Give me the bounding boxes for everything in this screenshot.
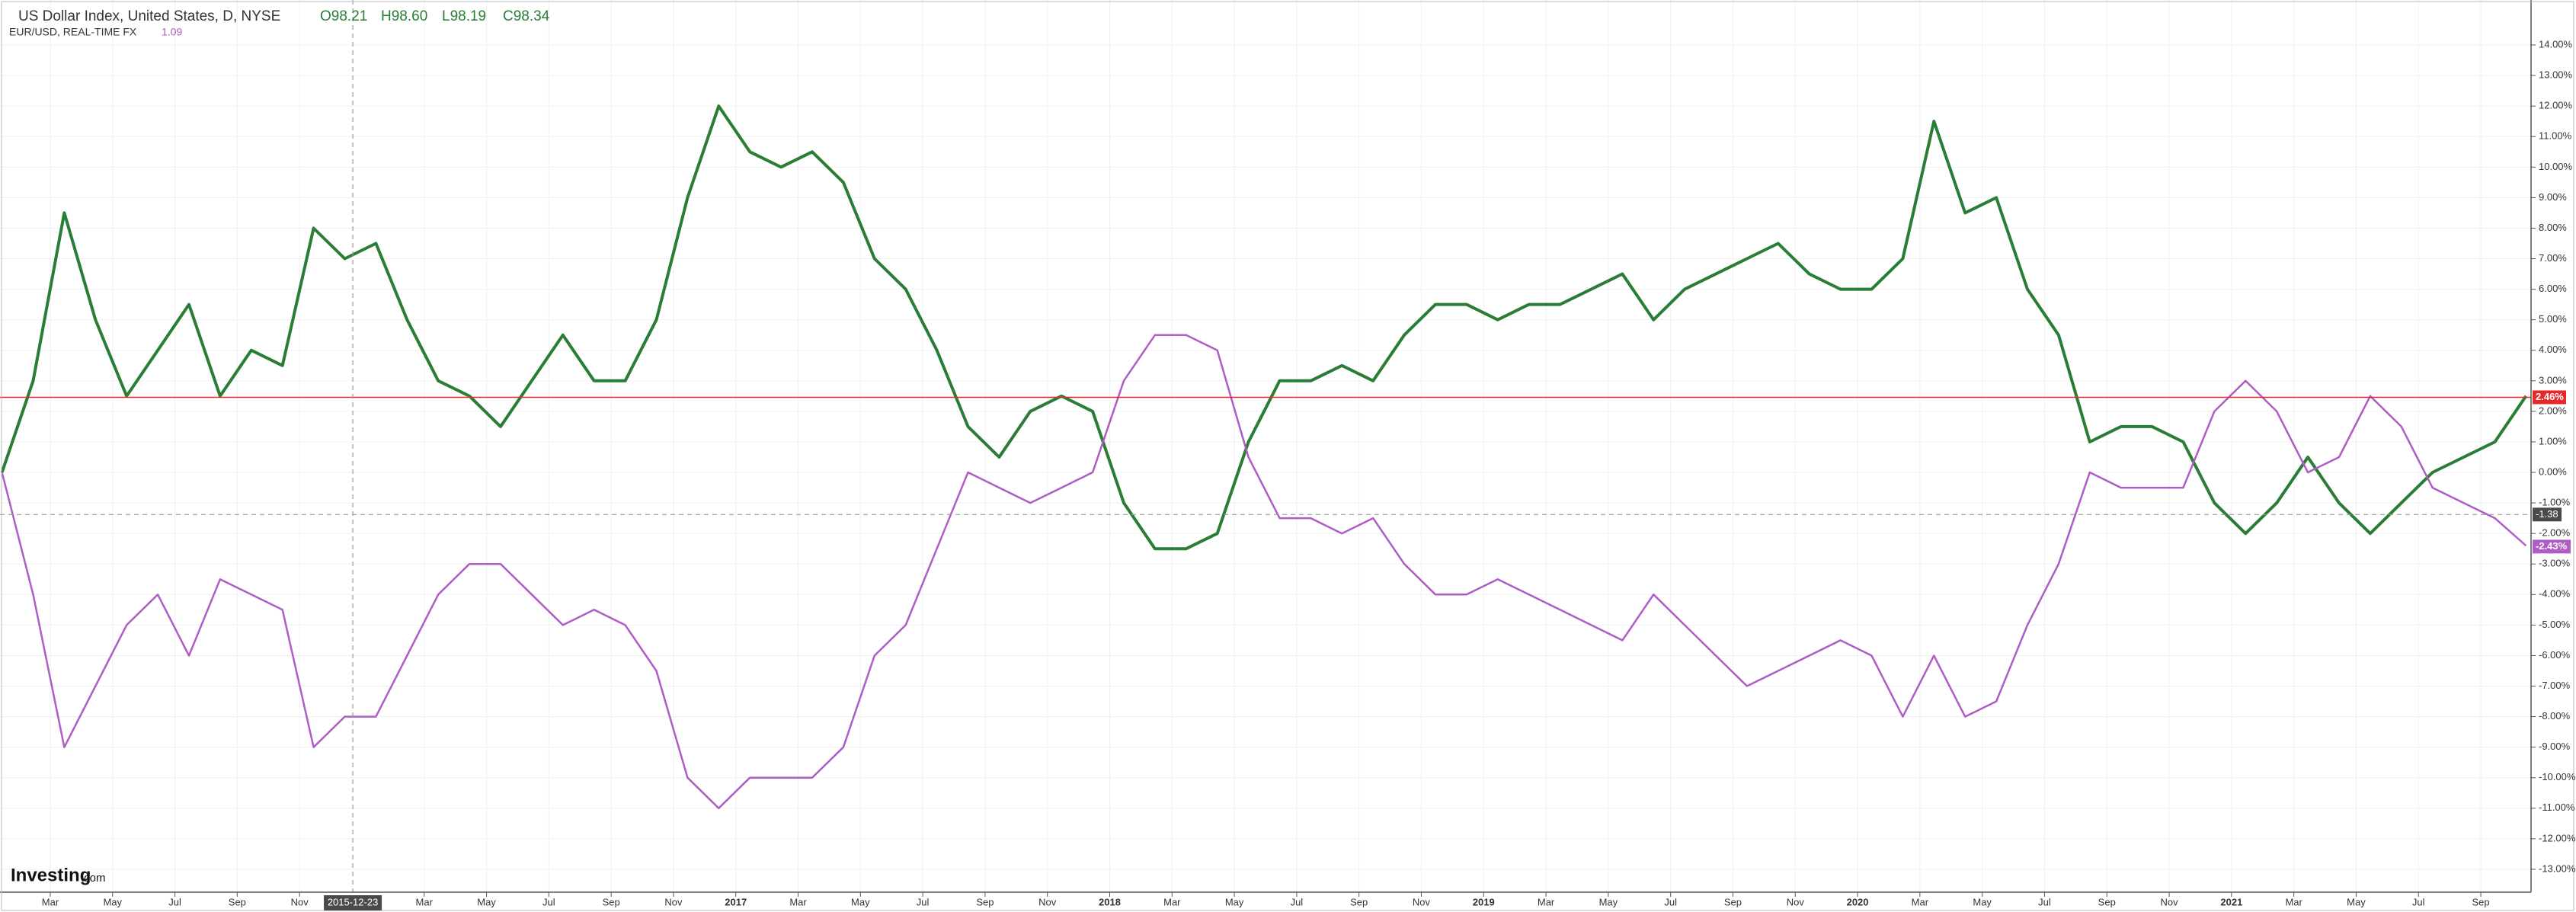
crosshair-x-box bbox=[324, 895, 382, 910]
ohlc-low: L98.19 bbox=[442, 8, 486, 24]
ohlc-high: H98.60 bbox=[381, 8, 427, 24]
logo-suffix: .com bbox=[81, 872, 106, 885]
y-tick-label: 11.00% bbox=[2539, 130, 2572, 142]
y-tick-label: 2.00% bbox=[2539, 405, 2567, 416]
x-tick-label: Mar bbox=[42, 896, 59, 907]
y-tick-label: -4.00% bbox=[2539, 588, 2571, 600]
x-tick-label: Sep bbox=[2472, 896, 2489, 907]
y-tick-label: -1.00% bbox=[2539, 497, 2571, 508]
price-label: 2.46% bbox=[2536, 391, 2564, 402]
compare-value: 1.09 bbox=[162, 26, 182, 38]
y-tick-label: -12.00% bbox=[2539, 832, 2576, 843]
x-tick-label: 2019 bbox=[1473, 896, 1495, 907]
y-tick-label: -6.00% bbox=[2539, 649, 2571, 661]
x-tick-label: 2017 bbox=[725, 896, 747, 907]
y-tick-label: -3.00% bbox=[2539, 558, 2571, 569]
y-tick-label: 5.00% bbox=[2539, 313, 2567, 325]
x-tick-label: Jul bbox=[1664, 896, 1677, 907]
y-tick-label: -7.00% bbox=[2539, 680, 2571, 691]
x-tick-label: Nov bbox=[1787, 896, 1805, 907]
y-tick-label: 12.00% bbox=[2539, 100, 2573, 111]
chart-title: US Dollar Index, United States, D, NYSE bbox=[18, 8, 280, 24]
x-tick-label: 2021 bbox=[2220, 896, 2242, 907]
x-tick-label: 2018 bbox=[1099, 896, 1121, 907]
ohlc-open: O98.21 bbox=[320, 8, 367, 24]
price-label-box bbox=[2533, 390, 2566, 405]
logo: Investing bbox=[11, 865, 91, 885]
x-tick-label: Mar bbox=[1538, 896, 1555, 907]
grid-layer bbox=[0, 0, 2536, 897]
x-tick-label: May bbox=[1973, 896, 1992, 907]
crosshair-y-box bbox=[2533, 507, 2562, 522]
y-tick-label: 0.00% bbox=[2539, 466, 2567, 477]
ohlc-close: C98.34 bbox=[503, 8, 550, 24]
crosshair-x-label: 2015-12-23 bbox=[328, 896, 379, 907]
y-tick-label: 1.00% bbox=[2539, 435, 2567, 446]
crosshair-y-label: -1.38 bbox=[2536, 508, 2558, 520]
x-tick-label: Mar bbox=[1163, 896, 1181, 907]
x-tick-label: Nov bbox=[664, 896, 683, 907]
y-tick-label: 9.00% bbox=[2539, 191, 2567, 203]
x-tick-label: Nov bbox=[2160, 896, 2178, 907]
y-tick-label: -9.00% bbox=[2539, 741, 2571, 752]
x-tick-label: Nov bbox=[1038, 896, 1057, 907]
x-tick-label: Sep bbox=[229, 896, 246, 907]
y-tick-label: -13.00% bbox=[2539, 862, 2576, 874]
y-tick-label: -5.00% bbox=[2539, 619, 2571, 630]
x-tick-label: Nov bbox=[291, 896, 309, 907]
x-tick-label: May bbox=[1225, 896, 1244, 907]
compare-label: EUR/USD, REAL-TIME FX bbox=[9, 26, 137, 38]
y-tick-label: 6.00% bbox=[2539, 283, 2567, 294]
x-tick-label: Jul bbox=[542, 896, 555, 907]
y-tick-label: 7.00% bbox=[2539, 252, 2567, 264]
x-tick-label: Jul bbox=[2412, 896, 2425, 907]
x-tick-label: May bbox=[1599, 896, 1618, 907]
x-tick-label: Mar bbox=[789, 896, 807, 907]
y-tick-label: -8.00% bbox=[2539, 710, 2571, 722]
x-tick-label: Sep bbox=[976, 896, 994, 907]
x-tick-label: May bbox=[2347, 896, 2366, 907]
x-tick-label: May bbox=[851, 896, 870, 907]
series-layer bbox=[0, 0, 2531, 892]
x-tick-label: Mar bbox=[416, 896, 434, 907]
x-tick-label: Sep bbox=[603, 896, 620, 907]
x-tick-label: Nov bbox=[1413, 896, 1431, 907]
y-tick-label: 10.00% bbox=[2539, 161, 2573, 172]
x-tick-label: May bbox=[103, 896, 122, 907]
x-tick-label: 2020 bbox=[1847, 896, 1869, 907]
x-tick-label: Jul bbox=[2038, 896, 2051, 907]
y-tick-label: 14.00% bbox=[2539, 38, 2573, 50]
x-tick-label: Sep bbox=[1350, 896, 1368, 907]
last-value-box bbox=[2533, 539, 2571, 554]
x-tick-label: Jul bbox=[168, 896, 181, 907]
y-tick-label: 8.00% bbox=[2539, 222, 2567, 233]
y-tick-label: 4.00% bbox=[2539, 344, 2567, 355]
label-layer: 14.00% 13.00% 12.00% 11.00% 10.00% 9.00% 8.00%… bbox=[42, 38, 2576, 910]
x-tick-label: Sep bbox=[1724, 896, 1742, 907]
x-tick-label: Jul bbox=[1291, 896, 1304, 907]
x-tick-label: Mar bbox=[2285, 896, 2302, 907]
y-tick-label: 3.00% bbox=[2539, 374, 2567, 386]
series-line bbox=[0, 104, 2528, 551]
y-tick-label: -10.00% bbox=[2539, 771, 2576, 782]
last-value-label: -2.43% bbox=[2536, 540, 2568, 552]
y-tick-label: 13.00% bbox=[2539, 69, 2573, 81]
y-tick-label: -11.00% bbox=[2539, 802, 2575, 813]
x-tick-label: Mar bbox=[1912, 896, 1929, 907]
x-tick-label: Sep bbox=[2098, 896, 2116, 907]
x-tick-label: Jul bbox=[917, 896, 930, 907]
series-line bbox=[1, 334, 2527, 810]
x-tick-label: May bbox=[477, 896, 496, 907]
y-tick-label: -2.00% bbox=[2539, 527, 2571, 539]
